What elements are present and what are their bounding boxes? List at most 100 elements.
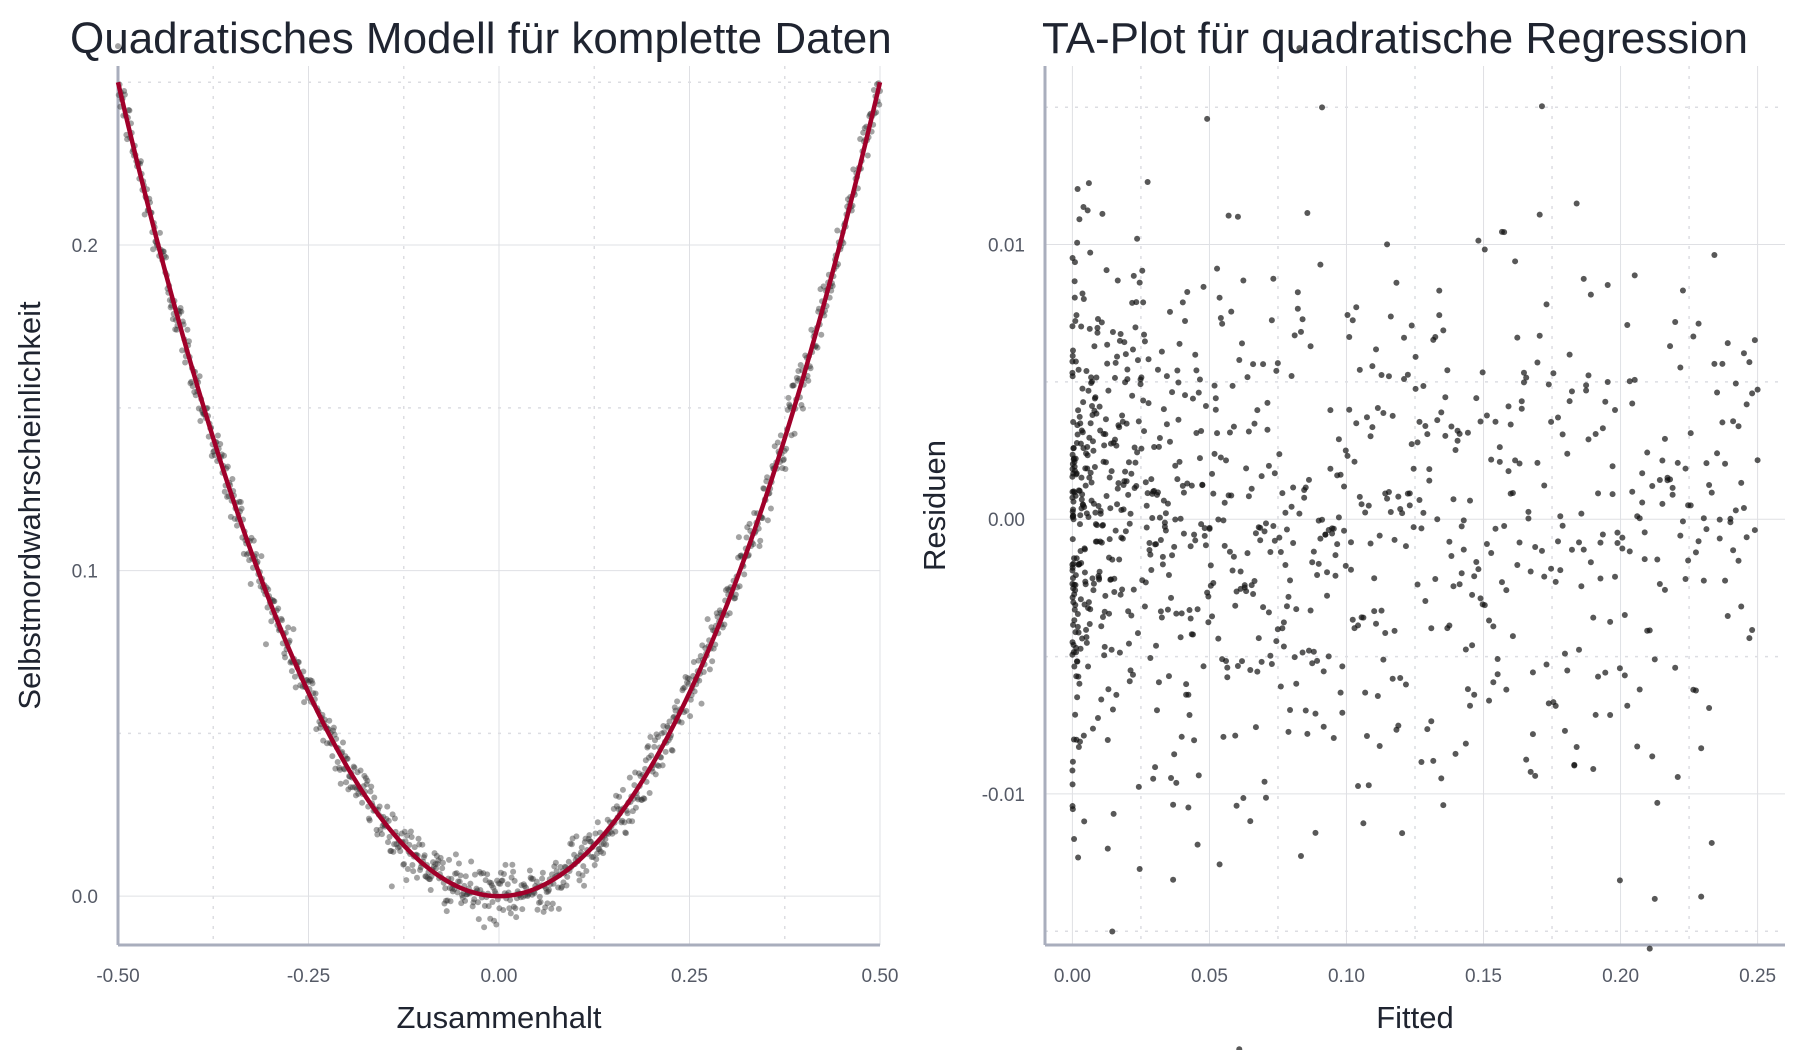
residual-point — [1690, 333, 1697, 340]
residual-point — [1677, 364, 1684, 371]
data-point — [473, 885, 480, 892]
residual-point — [1751, 527, 1758, 534]
residual-point — [1402, 681, 1409, 688]
data-point — [870, 86, 877, 93]
data-point — [408, 833, 415, 840]
residual-point — [1155, 443, 1162, 450]
data-point — [482, 877, 489, 884]
residual-point — [1297, 328, 1304, 335]
residual-point — [1236, 356, 1243, 363]
residual-point — [1069, 323, 1076, 330]
residual-point — [1389, 412, 1396, 419]
residual-point — [1290, 539, 1297, 546]
data-point — [536, 893, 543, 900]
residual-point — [1205, 619, 1212, 626]
data-point — [721, 621, 728, 628]
residual-point — [1749, 390, 1756, 397]
residual-point — [1498, 228, 1505, 235]
residual-point — [1104, 845, 1111, 852]
residual-point — [1371, 608, 1378, 615]
residual-point — [1071, 617, 1078, 624]
residual-point — [1245, 493, 1252, 500]
data-point — [540, 908, 547, 915]
residual-point — [1116, 424, 1123, 431]
data-point — [817, 286, 824, 293]
residual-point — [1391, 536, 1398, 543]
data-point — [716, 607, 723, 614]
residual-point — [1219, 320, 1226, 327]
residual-point — [1597, 575, 1604, 582]
data-point — [247, 581, 254, 588]
residual-point — [1285, 728, 1292, 735]
residual-point — [1089, 411, 1096, 418]
data-point — [527, 874, 534, 881]
data-point — [635, 770, 642, 777]
residual-point — [1255, 524, 1262, 531]
data-point — [367, 788, 374, 795]
residual-point — [1097, 427, 1104, 434]
data-point — [510, 903, 517, 910]
residual-point — [1075, 366, 1082, 373]
residual-point — [1200, 663, 1207, 670]
residual-point — [1609, 463, 1616, 470]
residual-point — [1418, 525, 1425, 532]
data-point — [808, 326, 815, 333]
residual-point — [1233, 588, 1240, 595]
data-point — [767, 505, 774, 512]
residual-point — [1176, 340, 1183, 347]
data-point — [431, 850, 438, 857]
data-point — [699, 642, 706, 649]
data-point — [756, 543, 763, 550]
data-point — [374, 831, 381, 838]
data-point — [698, 700, 705, 707]
data-point — [368, 783, 375, 790]
residual-point — [1406, 502, 1413, 509]
residual-point — [1153, 642, 1160, 649]
data-point — [680, 685, 687, 692]
residual-point — [1153, 707, 1160, 714]
residual-point — [1460, 546, 1467, 553]
data-point — [386, 833, 393, 840]
data-point — [486, 879, 493, 886]
data-point — [786, 403, 793, 410]
data-point — [462, 897, 469, 904]
data-point — [478, 870, 485, 877]
data-point — [660, 722, 667, 729]
residual-point — [1211, 450, 1218, 457]
data-point — [504, 881, 511, 888]
data-point — [364, 777, 371, 784]
residual-point — [1304, 209, 1311, 216]
residual-point — [1160, 406, 1167, 413]
residual-point — [1230, 423, 1237, 430]
residual-point — [1077, 440, 1084, 447]
residual-point — [1464, 686, 1471, 693]
data-point — [480, 870, 487, 877]
residual-point — [1471, 691, 1478, 698]
data-point — [455, 878, 462, 885]
data-point — [585, 835, 592, 842]
y-tick-label: -0.01 — [982, 785, 1025, 806]
residual-point — [1215, 635, 1222, 642]
residual-point — [1140, 299, 1147, 306]
residual-point — [1746, 635, 1753, 642]
residual-point — [1265, 609, 1272, 616]
residual-point — [1221, 542, 1228, 549]
residual-point — [1099, 210, 1106, 217]
residual-point — [1111, 374, 1118, 381]
residual-point — [1672, 664, 1679, 671]
residual-point — [1277, 549, 1284, 556]
residual-point — [1274, 360, 1281, 367]
residual-point — [1226, 429, 1233, 436]
residual-point — [1114, 485, 1121, 492]
residual-point — [1477, 418, 1484, 425]
residual-point — [1621, 672, 1628, 679]
residual-point — [1355, 622, 1362, 629]
residual-point — [1192, 537, 1199, 544]
data-point — [795, 368, 802, 375]
residual-point — [1094, 714, 1101, 721]
data-point — [626, 817, 633, 824]
residual-point — [1188, 482, 1195, 489]
data-point — [569, 835, 576, 842]
x-tick-label: -0.50 — [96, 966, 139, 987]
data-point — [793, 374, 800, 381]
